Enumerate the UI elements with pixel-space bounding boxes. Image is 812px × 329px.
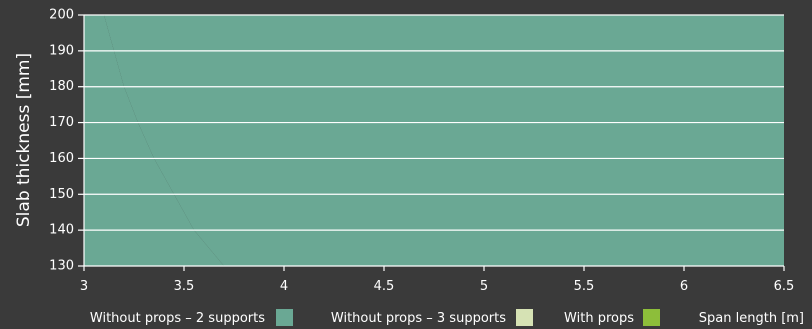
y-tick-label-140: 140 — [49, 223, 74, 238]
area-without-props-2-supports-fill — [84, 15, 224, 266]
legend-label-without-props-2-supports: Without props – 2 supports — [90, 311, 265, 326]
x-tick-label-3.5: 3.5 — [174, 279, 195, 294]
y-tick-label-160: 160 — [49, 151, 74, 166]
x-tick-label-6.5: 6.5 — [774, 279, 795, 294]
legend-swatch-with-props — [643, 309, 660, 326]
legend-swatch-without-props-2-supports — [276, 309, 293, 326]
x-tick-label-5.5: 5.5 — [574, 279, 595, 294]
y-tick-label-180: 180 — [49, 79, 74, 94]
y-tick-label-150: 150 — [49, 187, 74, 202]
legend: Without props – 2 supports Without props … — [90, 309, 660, 326]
area-without-props-2-supports — [104, 15, 784, 266]
y-tick-label-200: 200 — [49, 8, 74, 23]
x-tick-label-4.5: 4.5 — [374, 279, 395, 294]
legend-swatch-without-props-3-supports — [516, 309, 533, 326]
x-tick-label-6: 6 — [680, 279, 688, 294]
x-tick-layer: 3 3.5 4 4.5 5 5.5 6 6.5 — [80, 266, 794, 294]
area-layer — [84, 15, 784, 266]
y-tick-layer: 130 140 150 160 170 180 190 200 — [49, 8, 84, 274]
y-tick-label-170: 170 — [49, 115, 74, 130]
legend-label-without-props-3-supports: Without props – 3 supports — [331, 311, 506, 326]
y-axis-title: Slab thickness [mm] — [14, 53, 34, 227]
legend-label-with-props: With props — [564, 311, 634, 326]
grid-layer — [83, 14, 784, 267]
x-tick-label-5: 5 — [480, 279, 488, 294]
y-tick-label-190: 190 — [49, 43, 74, 58]
x-tick-label-3: 3 — [80, 279, 88, 294]
x-tick-label-4: 4 — [280, 279, 288, 294]
y-tick-label-130: 130 — [49, 259, 74, 274]
x-axis-title: Span length [m] — [699, 311, 804, 326]
